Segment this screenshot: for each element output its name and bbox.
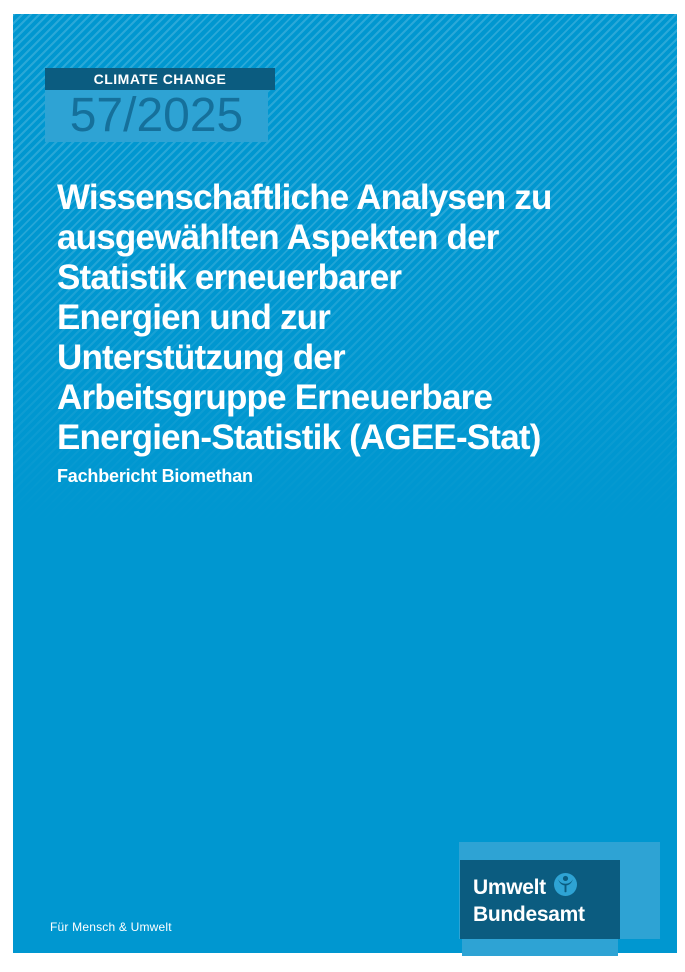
title-line: Energien-Statistik (AGEE-Stat) <box>57 418 541 457</box>
title-line: Unterstützung der <box>57 338 346 377</box>
title-line: Statistik erneuerbarer <box>57 258 402 297</box>
report-title: Wissenschaftliche Analysen zu ausgewählt… <box>57 178 637 487</box>
cover-blue-panel: CLIMATE CHANGE 57/2025 Wissenschaftliche… <box>13 14 677 953</box>
uba-wordmark-line1: Umwelt <box>473 876 546 899</box>
agency-tagline: Für Mensch & Umwelt <box>50 920 172 934</box>
title-line: ausgewählten Aspekten der <box>57 218 499 257</box>
title-line: Wissenschaftliche Analysen zu <box>57 178 552 217</box>
issue-number: 57/2025 <box>45 90 268 142</box>
title-line: Energien und zur <box>57 298 331 337</box>
uba-logo-light-tab <box>462 939 618 956</box>
uba-person-icon <box>553 873 577 902</box>
uba-wordmark-line2: Bundesamt <box>473 903 585 926</box>
uba-logo-dark-block: Umwelt Bundesamt <box>460 860 620 939</box>
series-kicker: CLIMATE CHANGE <box>45 68 275 90</box>
report-subtitle: Fachbericht Biomethan <box>57 466 253 486</box>
title-line: Arbeitsgruppe Erneuerbare <box>57 378 493 417</box>
